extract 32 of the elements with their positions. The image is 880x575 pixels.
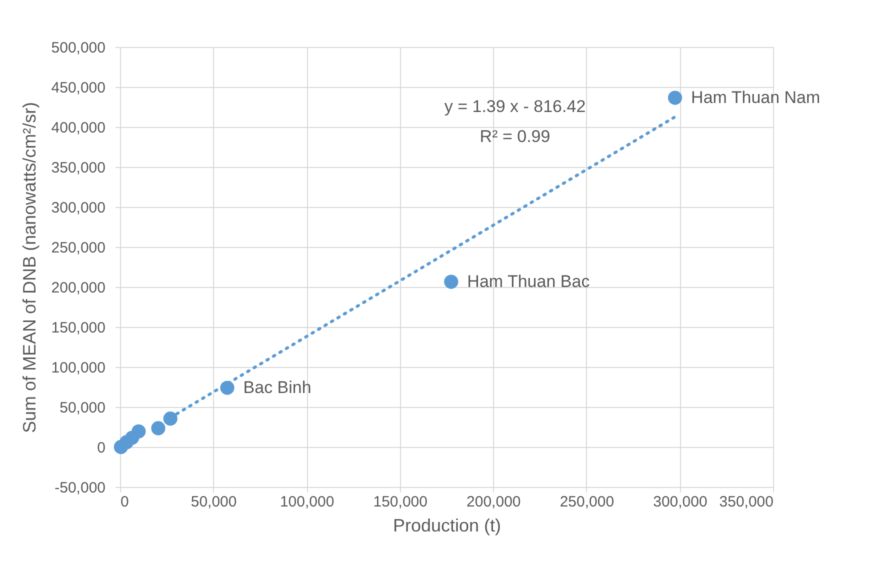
- y-tick-label: 250,000: [51, 240, 106, 256]
- x-tick-label: 100,000: [280, 494, 334, 510]
- y-tick-label: 400,000: [51, 120, 106, 136]
- x-tick-label: 150,000: [373, 494, 428, 510]
- x-tick-label: 350,000: [719, 494, 774, 510]
- y-tick-label: 100,000: [51, 360, 106, 376]
- annotation: Ham Thuan Bac: [467, 272, 590, 291]
- y-tick-label: 200,000: [51, 280, 106, 296]
- point: [151, 421, 166, 436]
- y-tick-label: 300,000: [51, 200, 106, 216]
- annotation: y = 1.39 x - 816.42: [444, 97, 586, 116]
- point: [668, 90, 682, 105]
- y-tick-label: 500,000: [51, 40, 106, 56]
- y-tick-label: 150,000: [51, 320, 106, 336]
- annotation: Ham Thuan Nam: [691, 88, 820, 107]
- y-tick-label: 350,000: [51, 160, 106, 176]
- point: [163, 412, 178, 426]
- y-tick-label: 450,000: [51, 80, 106, 96]
- x-tick-label: 200,000: [466, 494, 521, 510]
- point: [132, 424, 146, 438]
- x-axis-title: Production (t): [392, 516, 502, 536]
- x-tick-label: 250,000: [560, 494, 614, 510]
- y-tick-label: -50,000: [54, 480, 106, 496]
- x-tick-label: 300,000: [653, 494, 708, 510]
- annotation: R² = 0.99: [480, 127, 550, 146]
- x-tick-label: 0: [120, 494, 129, 510]
- annotation: Bac Binh: [243, 378, 312, 397]
- y-axis-title: Sum of MEAN of DNB (nanowatts/cm²/sr): [19, 102, 40, 434]
- x-tick-label: 50,000: [190, 494, 237, 510]
- y-tick-label: 50,000: [60, 400, 106, 416]
- y-tick-label: 0: [97, 440, 106, 456]
- point: [444, 274, 458, 289]
